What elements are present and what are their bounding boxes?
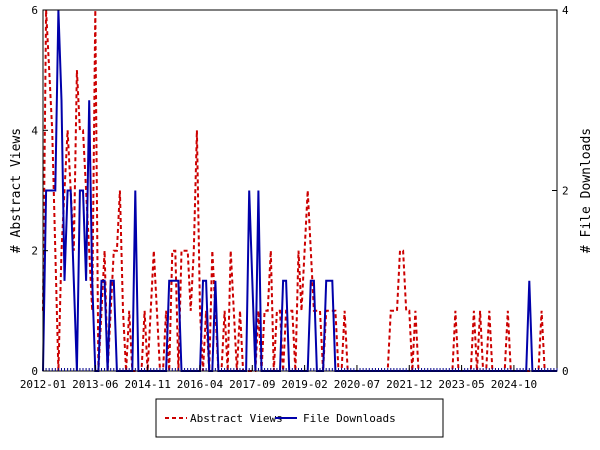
x-tick-label: 2017-09 [229, 378, 275, 391]
x-tick-label: 2016-04 [177, 378, 224, 391]
x-tick-label: 2019-02 [281, 378, 327, 391]
x-tick-label: 2024-10 [491, 378, 537, 391]
y2-tick-label: 2 [562, 185, 569, 198]
y-tick-label: 0 [31, 365, 38, 378]
plot-area [42, 9, 557, 372]
y-tick-label: 6 [31, 4, 38, 17]
x-tick-label: 2020-07 [334, 378, 380, 391]
y2-tick-label: 4 [562, 4, 569, 17]
legend-box [155, 398, 444, 438]
x-tick-label: 2012-01 [20, 378, 66, 391]
legend: Abstract Views File Downloads [155, 398, 444, 438]
y-tick-label: 4 [31, 124, 38, 137]
series-line-abstract-views [42, 9, 557, 372]
axes: 0 2 4 6 0 2 4 2012-01 2013-06 2014-11 2016-04 2017-… [20, 4, 569, 391]
y2-axis-title: # File Downloads [579, 128, 594, 253]
x-tick-label: 2013-06 [72, 378, 118, 391]
y2-tick-label: 0 [562, 365, 569, 378]
y-tick-label: 2 [31, 245, 38, 258]
x-tick-label: 2021-12 [386, 378, 432, 391]
legend-label-abstract-views: Abstract Views [190, 412, 283, 425]
x-tick-label: 2023-05 [438, 378, 484, 391]
x-tick-label: 2014-11 [124, 378, 170, 391]
y-axis-title: # Abstract Views [9, 128, 24, 253]
legend-label-file-downloads: File Downloads [303, 412, 396, 425]
